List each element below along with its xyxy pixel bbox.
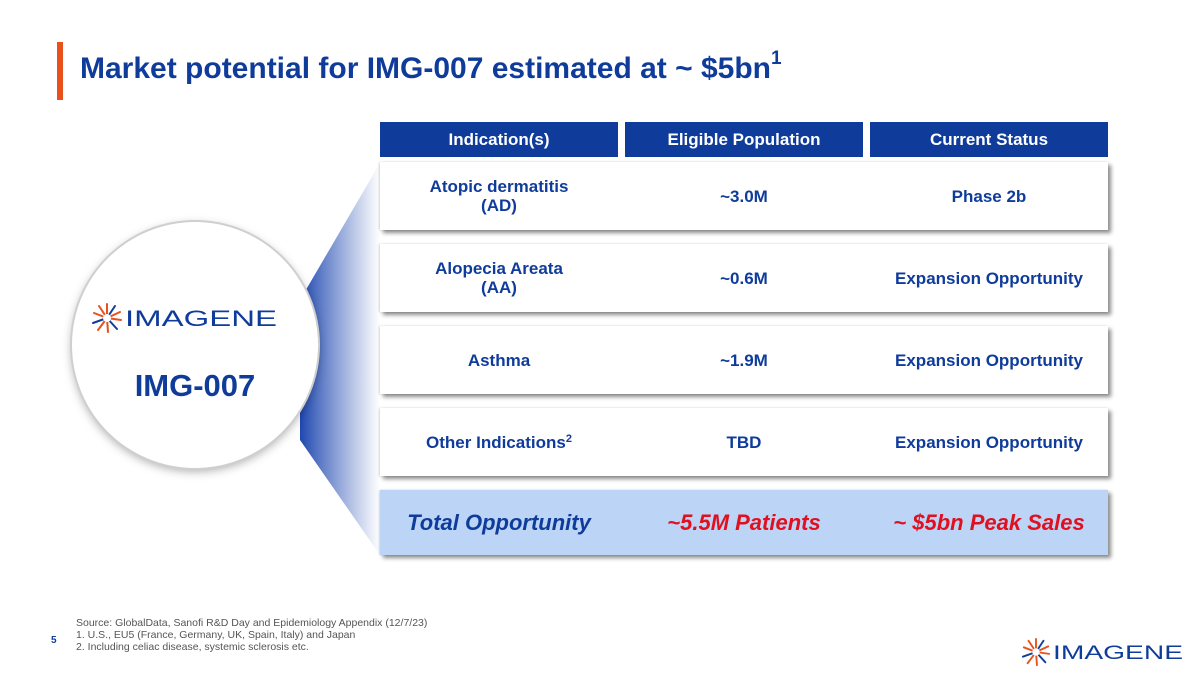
total-label: Total Opportunity bbox=[407, 510, 591, 535]
footnote-2: 2. Including celiac disease, systemic sc… bbox=[76, 641, 309, 653]
page-title: Market potential for IMG-007 estimated a… bbox=[80, 48, 782, 85]
table-row: Other Indications 2 TBD Expansion Opportu… bbox=[380, 408, 1108, 476]
table-row: Asthma ~1.9M Expansion Opportunity bbox=[380, 326, 1108, 394]
footnote-1: 1. U.S., EU5 (France, Germany, UK, Spain… bbox=[76, 629, 356, 641]
population-cell: TBD bbox=[726, 432, 762, 452]
table-row: Alopecia Areata (AA) ~0.6M Expansion Opp… bbox=[380, 244, 1108, 312]
footnotes: Source: GlobalData, Sanofi R&D Day and E… bbox=[76, 617, 427, 653]
indication-cell: Alopecia Areata (AA) bbox=[435, 259, 563, 297]
population-cell: ~0.6M bbox=[720, 268, 768, 288]
header-indication: Indication(s) bbox=[380, 122, 618, 157]
indication-cell: Atopic dermatitis (AD) bbox=[429, 177, 569, 215]
population-cell: ~1.9M bbox=[720, 350, 768, 370]
corner-logo: IMAGENE bbox=[1021, 637, 1187, 667]
table-row: Atopic dermatitis (AD) ~3.0M Phase 2b bbox=[380, 162, 1108, 230]
total-peak-sales: ~ $5bn Peak Sales bbox=[893, 510, 1085, 535]
logo-wordmark: IMAGENE bbox=[125, 306, 277, 330]
title-footnote-marker: 1 bbox=[771, 48, 782, 69]
status-cell: Phase 2b bbox=[951, 186, 1027, 206]
indication-cell: Other Indications 2 bbox=[380, 408, 618, 476]
logo-wordmark-text: IMAGENE bbox=[125, 306, 277, 330]
title-accent-bar bbox=[57, 42, 63, 100]
product-name: IMG-007 bbox=[134, 368, 256, 403]
status-cell: Expansion Opportunity bbox=[895, 432, 1083, 452]
footnote-source: Source: GlobalData, Sanofi R&D Day and E… bbox=[76, 617, 428, 629]
page-number: 5 bbox=[51, 635, 57, 646]
hub-logo: IMAGENE bbox=[91, 302, 281, 334]
header-eligible-population: Eligible Population bbox=[625, 122, 863, 157]
status-cell: Expansion Opportunity bbox=[895, 268, 1083, 288]
indication-cell: Asthma bbox=[467, 350, 531, 370]
total-population: ~5.5M Patients bbox=[667, 510, 821, 535]
indication-footnote-marker: 2 bbox=[565, 432, 572, 445]
starburst-logo-icon bbox=[92, 303, 122, 333]
total-row: Total Opportunity ~5.5M Patients ~ $5bn … bbox=[380, 490, 1108, 555]
starburst-logo-icon bbox=[1021, 637, 1051, 667]
header-current-status: Current Status bbox=[870, 122, 1108, 157]
population-cell: ~3.0M bbox=[720, 186, 768, 206]
status-cell: Expansion Opportunity bbox=[895, 350, 1083, 370]
logo-wordmark-text: IMAGENE bbox=[1053, 643, 1183, 663]
product-hub-circle: IMAGENE IMG-007 bbox=[72, 222, 318, 468]
logo-wordmark: IMAGENE bbox=[1053, 643, 1183, 663]
